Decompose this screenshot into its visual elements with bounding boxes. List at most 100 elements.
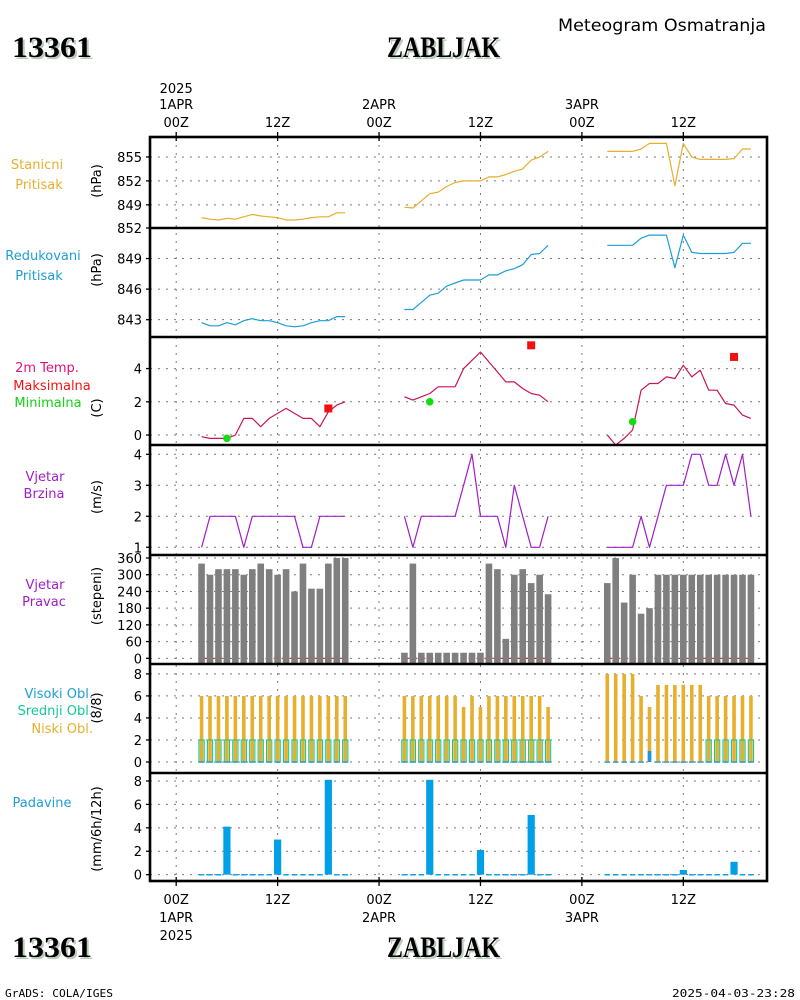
y-tick-label: 2 <box>134 845 142 860</box>
direction-bar <box>443 652 450 664</box>
low-bar <box>419 695 424 762</box>
high-bar-zero <box>410 761 416 763</box>
precip-bar-zero <box>688 874 695 876</box>
high-bar-zero <box>672 761 678 763</box>
temp-2m-line <box>201 401 346 439</box>
precip-bar-zero <box>317 874 323 876</box>
low-bar <box>495 695 500 762</box>
low-bar <box>740 695 745 762</box>
precip-bar-zero <box>207 874 213 876</box>
direction-bar <box>257 563 265 664</box>
high-bar-zero <box>697 761 704 763</box>
direction-bar <box>502 638 510 664</box>
high-bar-zero <box>317 761 323 763</box>
direction-bar <box>527 583 535 664</box>
min-temp-marker <box>628 417 637 426</box>
precip-bar-zero <box>519 874 526 876</box>
panel-station-pressure <box>201 142 751 221</box>
station-name-bottom: ZABLJAK <box>387 931 501 964</box>
low-bar <box>647 706 652 762</box>
direction-bar <box>603 583 611 664</box>
precip-bar-zero <box>283 874 289 876</box>
precip-bar-zero <box>612 874 619 876</box>
high-bar-zero <box>241 761 247 763</box>
direction-bar <box>451 652 459 664</box>
low-bar <box>715 695 719 762</box>
x-axis-top-time-label: 12Z <box>468 116 494 131</box>
panel-label: Padavine <box>13 796 72 811</box>
low-bar <box>453 695 457 762</box>
precip-bar <box>274 839 282 875</box>
precip-bar-zero <box>460 874 467 876</box>
low-bar <box>698 684 703 762</box>
wind-line <box>607 453 752 548</box>
precip-bar-zero <box>536 874 543 876</box>
low-bar <box>512 695 517 762</box>
precip-bar-zero <box>198 874 205 876</box>
x-axis-bottom-time-label: 00Z <box>569 893 595 908</box>
direction-bar <box>629 574 636 664</box>
direction-bar <box>722 574 729 664</box>
y-tick-label: 360 <box>117 552 142 567</box>
high-bar <box>647 750 652 762</box>
x-axis-bottom-time-label: 12Z <box>671 893 697 908</box>
y-tick-label: 2 <box>134 734 142 749</box>
direction-bar <box>434 652 442 664</box>
low-bar <box>613 673 618 762</box>
direction-bar <box>671 574 679 664</box>
high-bar-zero <box>714 761 720 763</box>
low-bar <box>673 684 677 762</box>
high-bar-zero <box>198 761 205 763</box>
low-bar <box>402 695 407 762</box>
precip-bar-zero <box>435 874 442 876</box>
direction-bar <box>198 563 205 664</box>
plot-frame <box>146 132 769 886</box>
direction-bar <box>510 574 518 664</box>
x-axis-bottom-year-label: 2025 <box>160 929 193 944</box>
high-bar-zero <box>629 761 636 763</box>
panel-precipitation <box>198 779 754 876</box>
y-tick-label: 852 <box>117 175 142 190</box>
precip-bar <box>730 861 738 875</box>
low-bar <box>689 684 694 762</box>
direction-bar <box>426 652 434 664</box>
x-axis-top-time-label: 00Z <box>163 116 189 131</box>
high-bar-zero <box>519 761 526 763</box>
low-bar <box>301 695 305 762</box>
precip-bar-zero <box>705 874 712 876</box>
panel-temperature <box>201 341 752 446</box>
precip-bar-zero <box>511 874 518 876</box>
direction-bar <box>612 558 620 664</box>
panel-wind-speed <box>201 453 752 548</box>
low-bar <box>309 695 314 762</box>
high-bar-zero <box>528 761 534 763</box>
high-bar-zero <box>460 761 467 763</box>
max-temp-marker <box>730 352 739 361</box>
high-bar-zero <box>418 761 425 763</box>
precip-bar-zero <box>672 874 678 876</box>
y-tick-label: 120 <box>117 619 142 634</box>
direction-bar <box>299 563 307 664</box>
high-bar-zero <box>486 761 492 763</box>
panel-label: 2m Temp. <box>15 361 79 376</box>
panel-label: Visoki Obl. <box>25 687 93 702</box>
station-line <box>607 142 751 187</box>
low-bar <box>470 695 474 762</box>
y-tick-label: 852 <box>117 222 142 237</box>
y-tick-label: 0 <box>134 756 142 771</box>
min-temp-marker <box>425 398 434 406</box>
low-bar <box>706 695 711 762</box>
precip-bar-zero <box>748 874 754 876</box>
high-bar-zero <box>266 761 272 763</box>
direction-bar <box>696 574 704 664</box>
direction-bar <box>620 602 628 664</box>
precip-bar-zero <box>452 874 458 876</box>
high-bar-zero <box>688 761 695 763</box>
y-tick-label: 300 <box>117 569 142 584</box>
direction-bar <box>654 574 662 664</box>
direction-bar <box>333 558 341 664</box>
y-tick-label: 0 <box>134 869 142 884</box>
panel-label: Pritisak <box>15 178 63 193</box>
max-temp-marker <box>324 404 333 413</box>
